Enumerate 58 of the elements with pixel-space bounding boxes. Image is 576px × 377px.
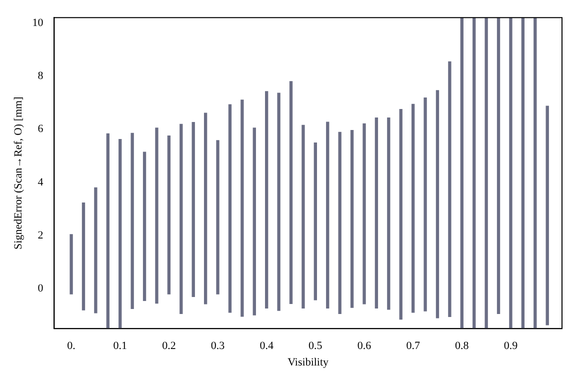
- x-tick-label: 0.1: [113, 340, 127, 352]
- bar: [546, 106, 549, 326]
- x-tick-label: 0.8: [455, 340, 470, 352]
- bar: [265, 91, 268, 308]
- bar: [180, 124, 183, 314]
- x-tick-label: 0.5: [308, 340, 323, 352]
- bar: [362, 123, 366, 304]
- bar: [167, 136, 171, 294]
- bar: [142, 152, 146, 302]
- bar: [509, 18, 512, 329]
- bar: [399, 108, 402, 320]
- bar: [387, 117, 390, 310]
- y-tick-label: 10: [32, 16, 44, 29]
- bar: [82, 202, 86, 310]
- y-tick-label: 2: [38, 229, 44, 242]
- bar: [460, 18, 464, 329]
- bar: [302, 124, 305, 308]
- y-tick-label: 4: [38, 176, 44, 188]
- bar: [204, 112, 208, 304]
- bar: [496, 18, 500, 314]
- y-axis-title: SignedError (Scan→Ref, O) [mm]: [12, 96, 24, 250]
- bar: [314, 142, 318, 300]
- x-tick-label: 0.4: [260, 340, 274, 352]
- bar: [106, 133, 110, 329]
- y-tick-label: 0: [38, 282, 44, 295]
- bar: [338, 132, 342, 314]
- bar: [472, 18, 476, 329]
- x-tick-label: 0.7: [406, 340, 420, 352]
- bar: [412, 104, 415, 313]
- bar: [289, 81, 293, 304]
- x-tick-label: 0.6: [357, 340, 372, 352]
- bar: [374, 117, 378, 308]
- bar: [118, 139, 122, 329]
- bar: [130, 132, 134, 309]
- bar: [240, 100, 244, 317]
- bar: [521, 18, 525, 329]
- bar: [94, 187, 98, 314]
- bar: [228, 104, 232, 313]
- y-tick-label: 6: [38, 123, 44, 136]
- bar: [277, 92, 280, 311]
- bar: [534, 18, 537, 329]
- x-tick-label: 0.3: [210, 340, 226, 352]
- bar: [350, 130, 354, 308]
- bar: [326, 122, 330, 308]
- bar: [70, 234, 73, 294]
- x-tick-label: 0.: [67, 340, 76, 352]
- x-axis-title: Visibility: [288, 356, 330, 368]
- bar: [484, 18, 488, 329]
- bar: [192, 122, 195, 298]
- bar: [216, 140, 220, 294]
- bar: [448, 61, 452, 317]
- y-tick-label: 8: [38, 70, 44, 82]
- x-tick-label: 0.2: [162, 340, 176, 352]
- bar: [424, 98, 427, 312]
- x-tick-label: 0.9: [504, 340, 518, 352]
- bar: [436, 90, 440, 318]
- bar: [252, 128, 256, 316]
- bar: [155, 128, 158, 304]
